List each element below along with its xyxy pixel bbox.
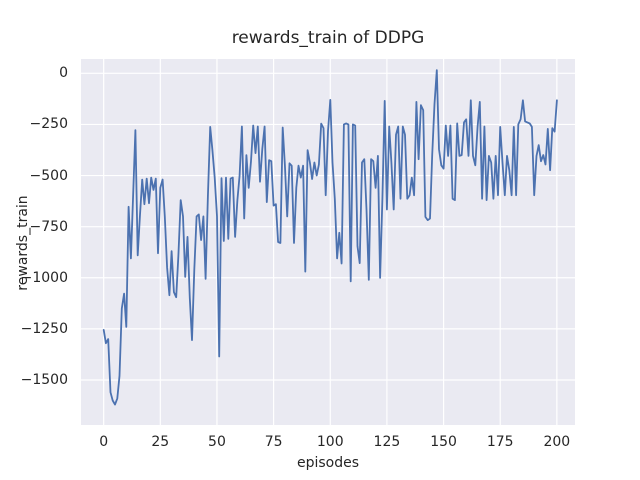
x-axis-label: episodes <box>296 455 360 471</box>
y-axis-label: rewards_train <box>15 195 31 291</box>
plot-area <box>81 59 575 425</box>
series-line-rewards_train <box>102 69 558 406</box>
chart-title: rewards_train of DDPG <box>231 28 425 48</box>
